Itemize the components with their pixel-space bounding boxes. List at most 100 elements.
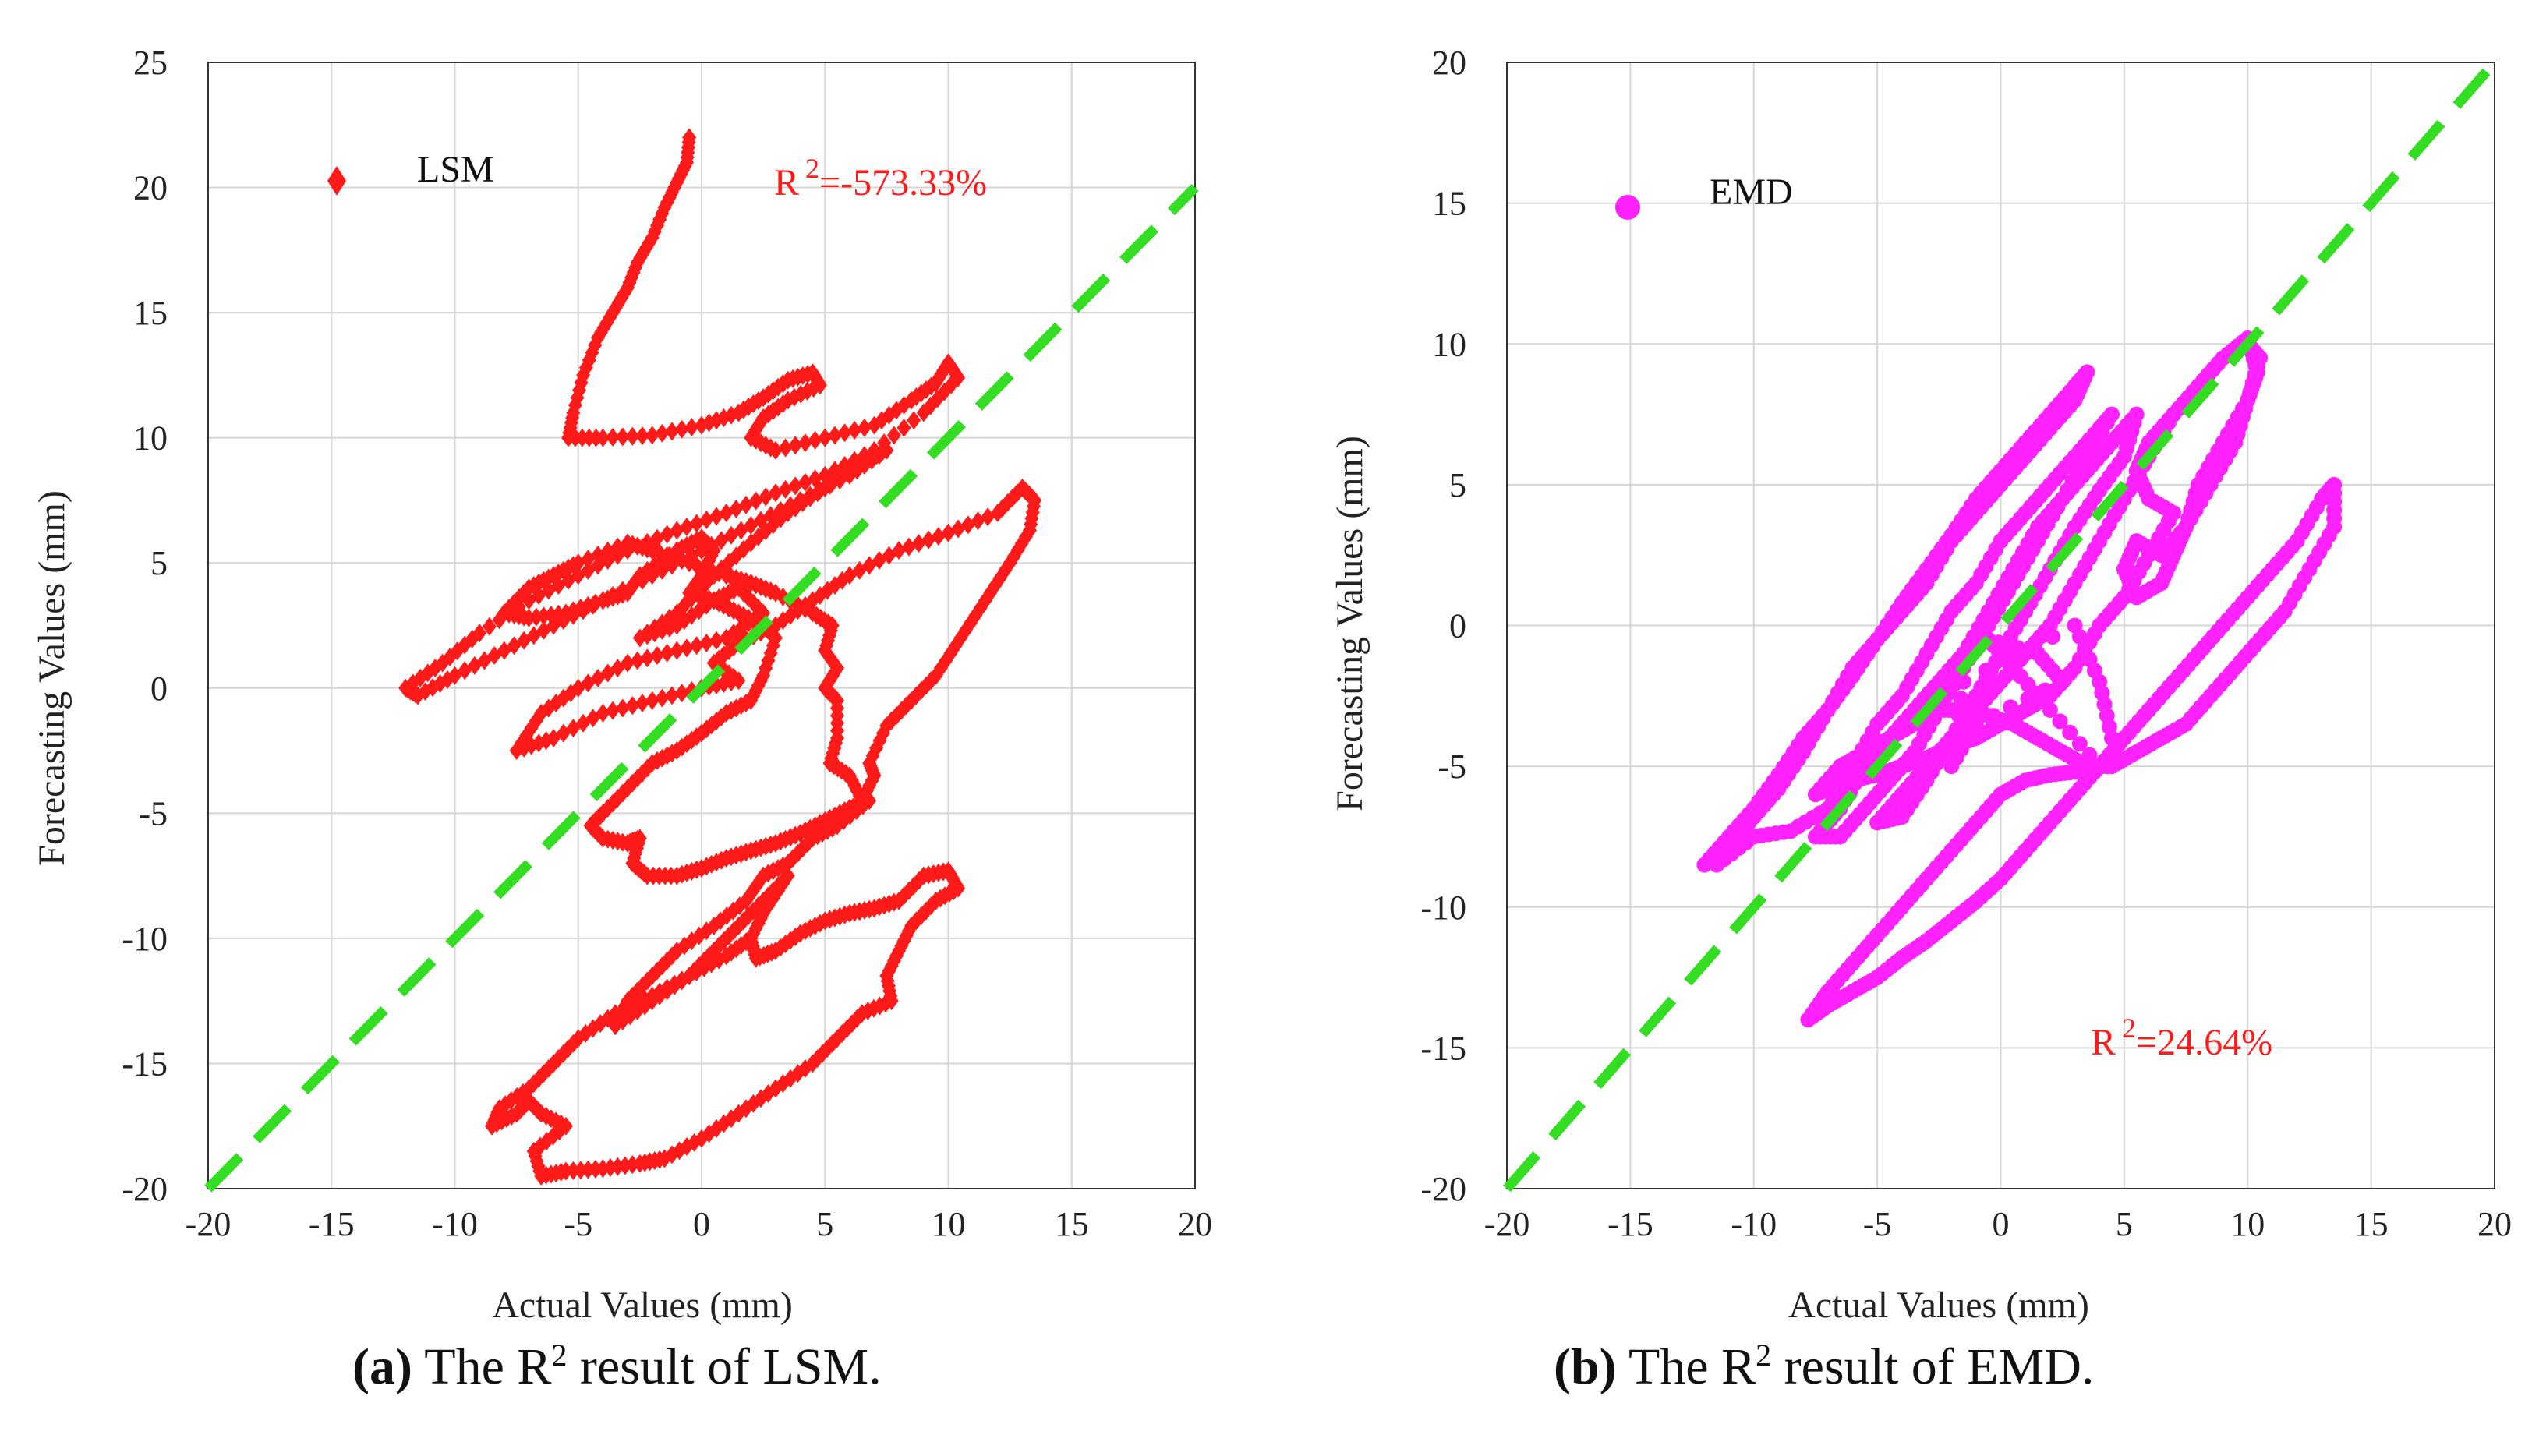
panel-a-y-tick-label: 10	[133, 419, 168, 458]
panel-b-plot-frame	[1506, 62, 2495, 1189]
panel-a-grid	[207, 62, 1196, 1189]
panel-b-r2-prefix: R	[2091, 1022, 2116, 1063]
panel-b-y-tick-label: 20	[1432, 44, 1466, 82]
panel-a-caption-prefix: The R	[424, 1338, 552, 1395]
panel-a-x-tick-label: 0	[693, 1205, 710, 1243]
panel-b-x-tick-label: 0	[1993, 1205, 2010, 1243]
emd-point	[2071, 736, 2088, 752]
lsm-point	[719, 504, 734, 522]
panel-a-x-tick-label: 5	[816, 1205, 833, 1243]
panel-a-caption: (a) The R2 result of LSM.	[352, 1337, 882, 1397]
lsm-point	[768, 440, 783, 460]
panel-b-x-tick-label: -15	[1607, 1205, 1653, 1243]
panel-a-y-tick-label: -10	[122, 920, 168, 958]
panel-b-chart: -20 -15 -10 -5 0 5 10 15 20 -20-15-10-505101520 …	[1329, 44, 2512, 1326]
lsm-point	[709, 631, 723, 650]
lsm-point	[818, 428, 833, 447]
emd-point	[2037, 682, 2053, 698]
lsm-point	[660, 643, 674, 663]
panel-b-caption-suffix: result of EMD.	[1771, 1338, 2095, 1395]
lsm-point	[931, 527, 946, 546]
emd-point	[1950, 708, 1967, 724]
panel-a-x-tick-label: -5	[564, 1205, 592, 1243]
lsm-point	[625, 696, 640, 716]
lsm-point	[778, 438, 793, 458]
lsm-point	[778, 479, 793, 499]
lsm-point	[827, 426, 842, 445]
emd-point	[2000, 651, 2017, 667]
lsm-point	[635, 694, 650, 713]
lsm-point	[808, 430, 822, 450]
panel-b-x-ticks: -20 -15 -10 -5 0 5 10 15 20	[1484, 1205, 2512, 1243]
emd-point	[2081, 747, 2098, 763]
lsm-point	[596, 428, 610, 447]
lsm-point	[670, 641, 684, 660]
panel-b-y-tick-label: -10	[1420, 889, 1466, 927]
panel-b-r2-exp: 2	[2122, 1012, 2136, 1044]
lsm-point	[794, 384, 808, 404]
lsm-point	[797, 433, 812, 453]
panel-a-legend-marker	[327, 166, 346, 196]
lsm-point	[645, 691, 660, 710]
panel-a-chart: -20 -15 -10 -5 0 5 10 15 20 -20 -15 -10 -5 0 5 10 15 20 2…	[31, 44, 1212, 1326]
panel-b-series-emd	[1696, 330, 2343, 1028]
panel-a-y-tick-label: -5	[139, 794, 168, 832]
lsm-point	[615, 427, 630, 447]
lsm-point	[680, 517, 695, 536]
lsm-point	[699, 633, 714, 652]
lsm-point	[689, 636, 704, 656]
panel-b-x-tick-label: -5	[1863, 1205, 1892, 1243]
lsm-point	[655, 423, 670, 443]
lsm-point	[573, 1161, 588, 1180]
panel-a-caption-label: (a)	[352, 1338, 412, 1395]
lsm-point	[788, 476, 803, 496]
emd-point	[2062, 724, 2078, 740]
lsm-point	[744, 928, 759, 948]
lsm-point	[689, 514, 704, 533]
panel-b-x-axis-label: Actual Values (mm)	[1788, 1285, 2089, 1326]
panel-b-caption-label: (b)	[1554, 1338, 1617, 1395]
panel-b-caption: (b) The R2 result of EMD.	[1554, 1337, 2094, 1397]
panel-b-y-tick-label: 15	[1432, 185, 1466, 223]
lsm-point	[674, 419, 689, 439]
panel-b-y-tick-label: -5	[1438, 747, 1466, 786]
lsm-point	[665, 422, 680, 441]
lsm-point	[680, 638, 695, 658]
lsm-point	[674, 684, 689, 703]
panel-b-x-tick-label: -10	[1731, 1205, 1777, 1243]
panel-b-reference-line	[1503, 58, 2498, 1193]
panel-a-x-tick-label: 20	[1178, 1205, 1212, 1243]
panel-b-x-tick-label: 10	[2230, 1205, 2265, 1243]
lsm-point	[596, 1159, 610, 1179]
emd-point	[2045, 628, 2061, 645]
panel-a-y-tick-label: 5	[150, 544, 168, 582]
panel-b-legend: EMD	[1615, 171, 1793, 220]
panel-a-plot-frame	[207, 62, 1196, 1189]
panel-a-x-ticks: -20 -15 -10 -5 0 5 10 15 20	[186, 1205, 1212, 1243]
lsm-point	[684, 418, 699, 437]
panel-a-r2-label: R 2=-573.33%	[774, 153, 987, 203]
panel-a-reference-line	[204, 183, 1199, 1193]
panel-a-x-axis-label: Actual Values (mm)	[492, 1285, 793, 1326]
lsm-point	[709, 507, 723, 526]
lsm-point	[606, 701, 621, 720]
lsm-point	[650, 646, 665, 666]
panel-b-r2-value: =24.64%	[2136, 1022, 2272, 1063]
emd-point	[2003, 699, 2019, 716]
panel-b-y-tick-label: 5	[1449, 466, 1466, 504]
emd-point	[2054, 673, 2071, 690]
lsm-point	[665, 686, 680, 705]
lsm-point	[596, 703, 610, 723]
panel-b-x-tick-label: 20	[2477, 1205, 2512, 1243]
panel-b-y-tick-label: -20	[1420, 1170, 1466, 1208]
panel-a-r2-value: =-573.33%	[819, 162, 987, 203]
emd-point	[1985, 708, 2001, 724]
lsm-point	[699, 510, 714, 529]
lsm-point	[635, 426, 650, 446]
panel-b-caption-prefix: The R	[1628, 1338, 1756, 1395]
panel-a-x-tick-label: -15	[309, 1205, 355, 1243]
panel-b-y-ticks: -20 -15 -10 -5 0 5 10 15 20	[1420, 44, 1466, 1208]
panel-b-legend-marker	[1615, 195, 1640, 220]
panel-b-y-axis-label: Forecasting Values (mm)	[1329, 436, 1370, 811]
emd-point	[2092, 758, 2108, 775]
